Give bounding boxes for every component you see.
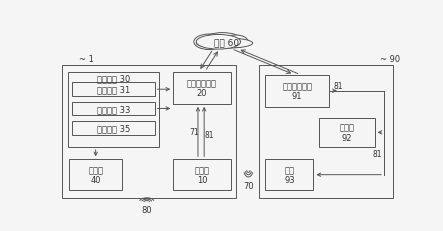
Bar bbox=[72, 83, 155, 97]
Bar bbox=[69, 160, 122, 190]
Bar bbox=[265, 160, 314, 190]
Text: 麦克风
10: 麦克风 10 bbox=[194, 165, 210, 185]
Bar bbox=[259, 66, 392, 198]
Text: 81: 81 bbox=[205, 131, 214, 140]
Text: 70: 70 bbox=[243, 181, 254, 190]
Bar bbox=[72, 121, 155, 135]
Text: 80: 80 bbox=[141, 206, 152, 215]
Bar bbox=[265, 75, 329, 107]
Text: 嗜叭
93: 嗜叭 93 bbox=[284, 165, 295, 185]
Bar bbox=[319, 118, 375, 147]
Bar bbox=[173, 72, 230, 104]
Text: 滤波模块 35: 滤波模块 35 bbox=[97, 124, 130, 133]
Ellipse shape bbox=[196, 35, 241, 50]
Ellipse shape bbox=[224, 36, 248, 48]
Text: 第二通信模块
91: 第二通信模块 91 bbox=[282, 82, 312, 101]
Ellipse shape bbox=[196, 39, 253, 49]
Text: 扬声器
40: 扬声器 40 bbox=[88, 165, 103, 185]
Text: 处理器
92: 处理器 92 bbox=[339, 123, 354, 143]
Text: 微控制器 30: 微控制器 30 bbox=[97, 74, 130, 83]
Text: 第一通信模块
20: 第一通信模块 20 bbox=[187, 79, 217, 98]
Text: 计算模块 33: 计算模块 33 bbox=[97, 104, 130, 113]
Ellipse shape bbox=[194, 35, 225, 50]
Text: 81: 81 bbox=[373, 149, 382, 158]
Text: 控制模块 31: 控制模块 31 bbox=[97, 85, 130, 94]
Text: ~ 90: ~ 90 bbox=[380, 55, 400, 64]
Ellipse shape bbox=[204, 33, 241, 46]
Text: 网络 60: 网络 60 bbox=[214, 38, 239, 47]
Text: 71: 71 bbox=[189, 128, 199, 137]
Bar bbox=[62, 66, 236, 198]
Bar bbox=[72, 102, 155, 116]
Bar bbox=[173, 160, 230, 190]
Text: ~ 1: ~ 1 bbox=[78, 55, 93, 64]
Text: 81: 81 bbox=[334, 81, 343, 90]
Bar bbox=[68, 72, 159, 147]
